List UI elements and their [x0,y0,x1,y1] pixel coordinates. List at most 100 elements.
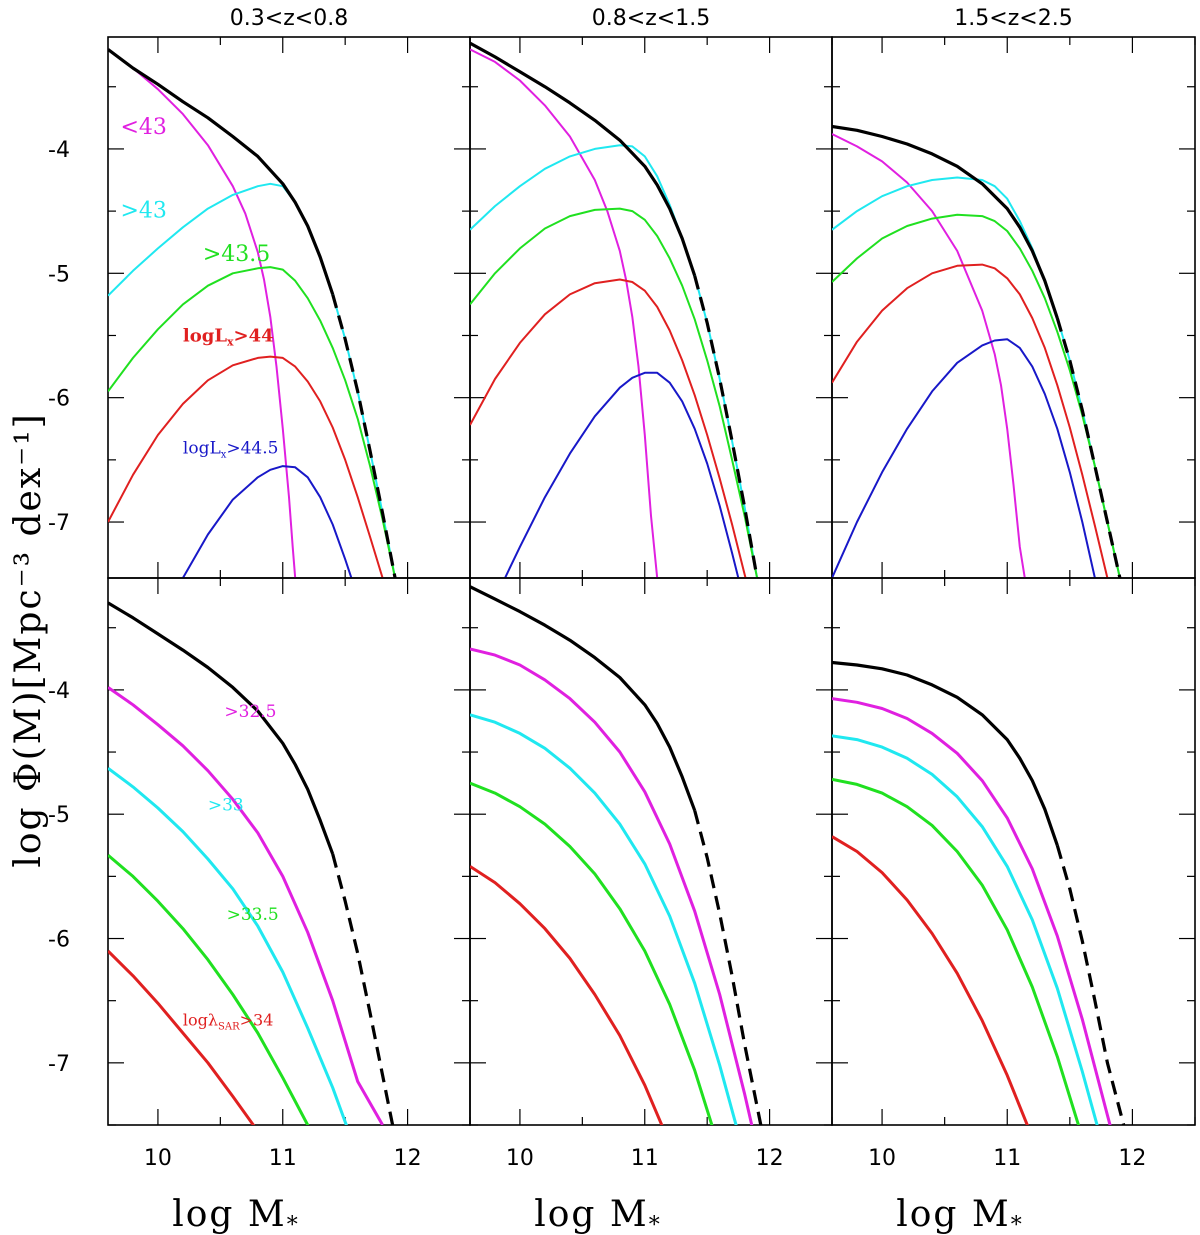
curve-label-gt43: >43 [120,198,166,223]
x-axis-label-subscript: * [649,1213,662,1235]
series-lt43-line [832,697,1112,1125]
x-axis-label-text: log M [534,1194,649,1235]
series-gt44-line [470,865,664,1125]
series-lt43-line [832,133,1026,578]
curve-label-gt44: logλSAR>34 [183,1011,274,1033]
series-gt43_5-line [108,266,397,578]
series-gt43_5-line [832,213,1121,578]
panel-bottom-middle: 10 11 12 [469,577,833,1171]
series-total-line [1055,844,1126,1125]
series-gt43_5-line [470,207,759,578]
x-axis-label-middle: log M* [534,1194,662,1235]
series-gt43-line [832,734,1099,1125]
series-gt44-line [470,278,747,578]
panel-bottom-left: -4 -5 -6 -7 10 11 12 >32.5 >33 >33.5 logλSAR>34 [48,577,471,1171]
x-tick-label: 12 [394,1146,422,1171]
y-tick-label: -4 [48,138,70,163]
series-total-line [470,585,697,812]
curves [470,585,763,1125]
curves [832,660,1126,1125]
y-axis-label: log Φ(M)[Mpc⁻³ dex⁻¹] [8,412,49,867]
series-total-line [1055,317,1122,578]
series-lt43-line [470,48,659,578]
panel-frame [107,577,471,1126]
series-gt44_5-line [832,338,1096,578]
x-axis-label-text: log M [172,1194,287,1235]
x-axis-label-subscript: * [1011,1213,1024,1235]
panel-bottom-right: 10 11 12 [831,577,1196,1171]
y-tick-label: -5 [48,803,70,828]
series-gt44_5-line [182,465,353,578]
x-axis-label-text: log M [896,1194,1011,1235]
panel-frame [469,577,833,1126]
panel-title: 1.5<z<2.5 [954,6,1072,31]
curves [108,48,397,578]
x-tick-label: 10 [868,1146,896,1171]
y-tick-label: -6 [48,928,70,953]
series-gt43_5-line [832,777,1081,1125]
series-gt43_5-line [108,854,310,1125]
series-total-line [108,601,335,855]
panel-title: 0.8<z<1.5 [592,6,710,31]
ticks [470,37,833,578]
x-tick-label: 12 [1118,1146,1146,1171]
curve-label-gt43_5: >43.5 [203,242,270,267]
panel-top-middle: 0.8<z<1.5 [469,6,833,579]
series-total-line [693,810,763,1125]
x-tick-label: 12 [756,1146,784,1171]
panel-frame [831,577,1196,1126]
series-total-line [693,275,759,578]
series-lt43-line [108,48,297,578]
panel-frame [469,36,833,579]
y-tick-label: -4 [48,679,70,704]
x-axis-label-left: log M* [172,1194,300,1235]
series-total-line [331,853,395,1125]
x-tick-label: 11 [269,1146,297,1171]
x-tick-label: 11 [993,1146,1021,1171]
ticks [470,578,833,1126]
y-tick-label: -7 [48,1052,70,1077]
x-tick-label: 11 [631,1146,659,1171]
series-gt44-line [108,355,384,578]
curve-label-gt43: >33 [208,795,244,815]
curve-label-lt43: >32.5 [224,702,276,722]
y-tick-label: -7 [48,511,70,536]
x-axis-label-subscript: * [287,1213,300,1235]
panel-title: 0.3<z<0.8 [230,6,348,31]
series-total-line [832,124,1059,319]
panel-top-right: 1.5<z<2.5 [831,6,1196,579]
series-gt44-line [832,835,1029,1125]
y-tick-label: -5 [48,262,70,287]
series-gt43-line [108,766,348,1125]
series-gt44-line [108,949,256,1125]
x-axis-label-right: log M* [896,1194,1024,1235]
series-gt43-line [470,713,738,1125]
curve-label-gt43_5: >33.5 [227,905,279,925]
curves [832,124,1122,578]
series-lt43-line [108,686,384,1125]
curves [108,601,395,1125]
curve-label-gt44_5: logLx>44.5 [183,439,279,461]
ticks [832,578,1196,1126]
series-gt44-line [832,263,1109,578]
series-total-line [331,293,397,578]
series-total-line [470,41,697,277]
series-gt43_5-line [470,781,714,1125]
series-lt43-line [470,647,754,1125]
curve-label-lt43: <43 [120,115,166,140]
x-tick-label: 10 [144,1146,172,1171]
curve-label-gt44: logLx>44 [183,326,274,349]
series-gt44_5-line [504,371,740,578]
series-gt43-line [832,176,1121,578]
panels: -4 -5 -6 -7 0.3<z<0.8 <43 >43 >43.5 logLx>44 logL… [48,6,1196,1171]
series-total-line [832,660,1059,846]
series-gt43-line [470,144,759,578]
panel-top-left: -4 -5 -6 -7 0.3<z<0.8 <43 >43 >43.5 logLx>44 logL… [48,6,471,579]
curves [470,41,759,578]
ticks [832,37,1196,578]
y-tick-label: -6 [48,387,70,412]
ticks [108,578,471,1126]
x-tick-label: 10 [506,1146,534,1171]
series-total-line [108,48,335,295]
